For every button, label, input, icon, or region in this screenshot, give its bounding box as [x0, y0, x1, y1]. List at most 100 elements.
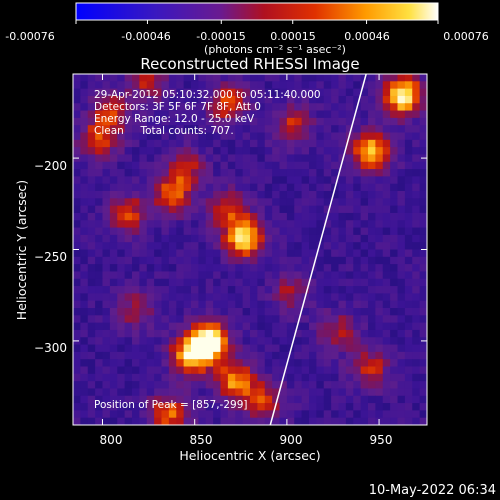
heatmap-cell: [220, 381, 229, 390]
heatmap-cell: [286, 242, 295, 251]
heatmap-cell: [294, 220, 303, 229]
heatmap-cell: [139, 395, 148, 404]
heatmap-cell: [331, 366, 340, 375]
heatmap-cell: [397, 410, 406, 419]
heatmap-cell: [338, 183, 347, 192]
heatmap-cell: [183, 264, 192, 273]
heatmap-cell: [154, 161, 163, 170]
heatmap-cell: [419, 300, 427, 309]
heatmap-cell: [227, 271, 236, 280]
heatmap-cell: [198, 169, 207, 177]
heatmap-cell: [397, 132, 406, 141]
heatmap-cell: [360, 88, 369, 97]
heatmap-cell: [220, 366, 229, 375]
heatmap-cell: [301, 344, 310, 353]
heatmap-cell: [191, 351, 199, 360]
heatmap-cell: [87, 271, 96, 280]
heatmap-cell: [301, 103, 310, 112]
heatmap-cell: [250, 271, 258, 280]
heatmap-cell: [257, 74, 266, 82]
heatmap-cell: [309, 212, 317, 221]
heatmap-cell: [272, 74, 281, 82]
heatmap-cell: [360, 147, 369, 156]
heatmap-cell: [235, 256, 244, 265]
heatmap-cell: [279, 315, 288, 324]
heatmap-cell: [323, 74, 332, 82]
heatmap-cell: [198, 381, 207, 390]
annotation-energy: Energy Range: 12.0 - 25.0 keV: [94, 113, 255, 125]
heatmap-cell: [390, 242, 399, 251]
heatmap-cell: [87, 315, 96, 324]
heatmap-cell: [191, 249, 199, 258]
heatmap-cell: [117, 293, 126, 302]
heatmap-cell: [286, 403, 295, 411]
heatmap-cell: [220, 271, 229, 280]
heatmap-cell: [404, 234, 413, 243]
heatmap-cell: [102, 373, 111, 382]
heatmap-cell: [183, 337, 192, 346]
heatmap-cell: [323, 315, 332, 324]
heatmap-cell: [360, 154, 369, 163]
heatmap-cell: [412, 249, 421, 258]
heatmap-cell: [102, 161, 111, 170]
heatmap-cell: [242, 176, 251, 185]
heatmap-cell: [80, 256, 89, 265]
heatmap-cell: [368, 264, 376, 273]
heatmap-cell: [168, 359, 177, 368]
heatmap-cell: [235, 308, 244, 316]
heatmap-cell: [80, 132, 89, 141]
heatmap-cell: [279, 256, 288, 265]
heatmap-cell: [183, 95, 192, 104]
heatmap-cell: [109, 81, 118, 90]
heatmap-cell: [183, 125, 192, 134]
heatmap-cell: [205, 395, 214, 404]
heatmap-cell: [183, 315, 192, 324]
heatmap-cell: [397, 329, 406, 338]
heatmap-cell: [294, 176, 303, 185]
heatmap-cell: [117, 344, 126, 353]
heatmap-cell: [250, 227, 258, 236]
heatmap-cell: [412, 264, 421, 273]
heatmap-cell: [360, 256, 369, 265]
heatmap-cell: [301, 351, 310, 360]
heatmap-cell: [235, 381, 244, 390]
heatmap-cell: [176, 95, 185, 104]
heatmap-cell: [176, 125, 185, 134]
heatmap-cell: [235, 227, 244, 236]
heatmap-cell: [176, 154, 185, 163]
heatmap-cell: [154, 264, 163, 273]
heatmap-cell: [109, 88, 118, 97]
heatmap-cell: [309, 205, 317, 214]
heatmap-cell: [294, 271, 303, 280]
heatmap-cell: [257, 256, 266, 265]
heatmap-cell: [213, 417, 222, 425]
heatmap-cell: [124, 315, 133, 324]
heatmap-cell: [80, 329, 89, 338]
heatmap-cell: [161, 103, 170, 112]
heatmap-cell: [412, 337, 421, 346]
heatmap-cell: [382, 344, 391, 353]
heatmap-cell: [404, 81, 413, 90]
heatmap-cell: [294, 198, 303, 207]
heatmap-cell: [176, 227, 185, 236]
heatmap-cell: [294, 88, 303, 97]
heatmap-cell: [168, 249, 177, 258]
heatmap-cell: [375, 322, 384, 331]
heatmap-cell: [397, 403, 406, 411]
heatmap-cell: [353, 88, 362, 97]
heatmap-cell: [345, 337, 354, 346]
heatmap-cell: [87, 191, 96, 199]
heatmap-cell: [257, 329, 266, 338]
heatmap-cell: [161, 293, 170, 302]
heatmap-cell: [286, 271, 295, 280]
heatmap-cell: [309, 220, 317, 229]
heatmap-cell: [95, 198, 104, 207]
heatmap-cell: [168, 103, 177, 112]
heatmap-cell: [235, 264, 244, 273]
heatmap-cell: [368, 103, 376, 112]
heatmap-cell: [146, 176, 155, 185]
heatmap-cell: [338, 161, 347, 170]
heatmap-cell: [264, 388, 273, 397]
heatmap-cell: [309, 403, 317, 411]
heatmap-cell: [183, 81, 192, 90]
